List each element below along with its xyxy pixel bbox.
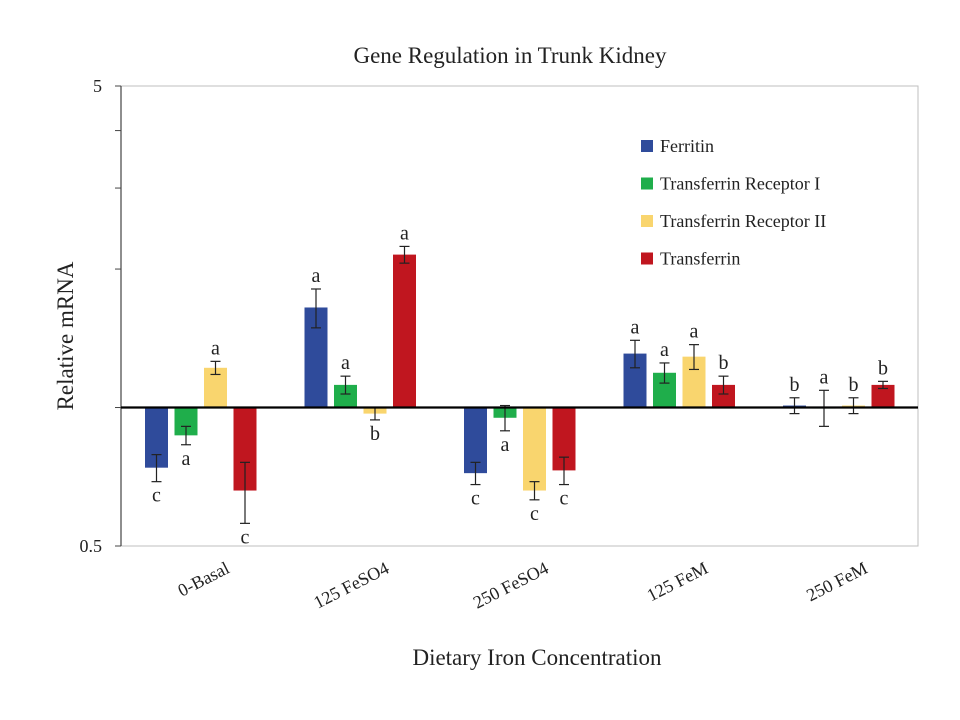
bar-transferrin-3 bbox=[712, 384, 735, 408]
legend-swatch bbox=[641, 140, 653, 152]
legend-label: Ferritin bbox=[660, 136, 714, 156]
significance-label: c bbox=[241, 526, 250, 548]
y-tick-label-min: 0.5 bbox=[80, 536, 103, 556]
legend-swatch bbox=[641, 215, 653, 227]
significance-label: a bbox=[341, 352, 350, 374]
bar-ferritin-2 bbox=[464, 407, 487, 474]
significance-label: b bbox=[849, 374, 859, 396]
y-minor-ticks bbox=[115, 85, 121, 547]
bar-transferrin-receptor-i-1 bbox=[334, 384, 357, 408]
bar-transferrin-receptor-ii-3 bbox=[682, 356, 706, 408]
legend: Ferritin Transferrin Receptor I Transferri… bbox=[641, 136, 826, 269]
legend-label: Transferrin bbox=[660, 249, 740, 269]
significance-label: a bbox=[631, 316, 640, 338]
bar-ferritin-1 bbox=[304, 307, 328, 408]
significance-label: a bbox=[211, 337, 220, 359]
bar-transferrin-4 bbox=[871, 384, 895, 408]
significance-label: a bbox=[400, 222, 409, 244]
significance-label: a bbox=[660, 339, 669, 361]
significance-label: b bbox=[719, 352, 729, 374]
category-label: 125 FeM bbox=[644, 558, 711, 606]
significance-label: c bbox=[152, 485, 161, 507]
significance-label: a bbox=[312, 265, 321, 287]
legend-swatch bbox=[641, 252, 653, 265]
bar-transferrin-2 bbox=[552, 407, 576, 471]
y-axis: 5 0.5 bbox=[80, 76, 122, 556]
significance-label: b bbox=[790, 374, 800, 396]
significance-label: c bbox=[560, 488, 569, 510]
y-axis-title: Relative mRNA bbox=[53, 261, 78, 410]
significance-label: a bbox=[820, 366, 829, 388]
legend-label: Transferrin Receptor II bbox=[660, 211, 826, 231]
bars bbox=[145, 254, 895, 491]
significance-label: b bbox=[878, 357, 888, 379]
category-label: 250 FeM bbox=[803, 558, 870, 606]
y-tick-label-max: 5 bbox=[93, 76, 102, 96]
bar-transferrin-receptor-i-0 bbox=[174, 407, 198, 436]
bar-ferritin-3 bbox=[623, 353, 647, 408]
category-label: 125 FeSO4 bbox=[310, 558, 392, 613]
category-label: 250 FeSO4 bbox=[470, 558, 552, 613]
chart-title: Gene Regulation in Trunk Kidney bbox=[353, 43, 667, 68]
bar-ferritin-0 bbox=[145, 407, 168, 468]
error-bars bbox=[151, 245, 888, 524]
legend-label: Transferrin Receptor I bbox=[660, 174, 820, 194]
bar-transferrin-receptor-i-3 bbox=[653, 372, 676, 408]
bar-transferrin-0 bbox=[233, 407, 257, 491]
category-labels: 0-Basal 125 FeSO4 250 FeSO4 125 FeM 250 FeM bbox=[174, 558, 870, 613]
significance-label: c bbox=[471, 488, 480, 510]
significance-label: c bbox=[530, 503, 539, 525]
significance-label: a bbox=[501, 434, 510, 456]
bar-transferrin-1 bbox=[393, 254, 416, 408]
bar-transferrin-receptor-ii-2 bbox=[523, 407, 546, 491]
bar-transferrin-receptor-ii-0 bbox=[204, 367, 227, 408]
category-label: 0-Basal bbox=[174, 558, 232, 601]
x-axis-title: Dietary Iron Concentration bbox=[412, 645, 662, 670]
significance-label: a bbox=[690, 321, 699, 343]
legend-swatch bbox=[641, 177, 653, 190]
significance-label: a bbox=[182, 448, 191, 470]
significance-label: b bbox=[370, 423, 380, 445]
